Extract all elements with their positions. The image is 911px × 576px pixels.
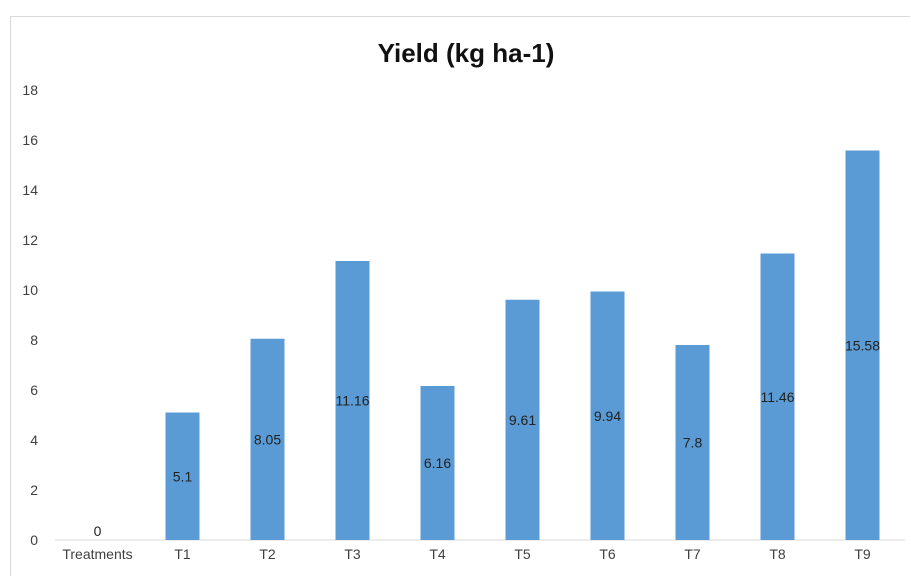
x-tick-label: T3	[344, 546, 361, 562]
data-label: 7.8	[683, 435, 703, 451]
bar	[165, 412, 200, 540]
data-label: 5.1	[173, 468, 193, 484]
x-axis: Treatments T1 T2 T3 T4 T5 T6 T7 T8 T9	[62, 546, 871, 562]
x-tick-label: T4	[429, 546, 446, 562]
data-label: 15.58	[845, 337, 880, 353]
x-tick-label: T6	[599, 546, 616, 562]
data-label: 11.46	[761, 389, 795, 405]
data-label: 9.61	[509, 412, 536, 428]
x-tick-label: T8	[769, 546, 786, 562]
x-tick-label: T7	[684, 546, 701, 562]
y-tick-label: 12	[22, 232, 38, 248]
y-tick-label: 6	[30, 382, 38, 398]
y-tick-label: 18	[22, 82, 38, 98]
data-label: 0	[94, 523, 102, 539]
y-tick-label: 10	[22, 282, 38, 298]
data-label: 6.16	[424, 455, 451, 471]
data-labels: 0 5.1 8.05 11.16 6.16 9.61 9.94 7.8 11.46 15.58	[94, 337, 881, 539]
y-tick-label: 14	[22, 182, 38, 198]
bar	[505, 299, 540, 540]
y-tick-label: 4	[30, 432, 38, 448]
x-tick-label: T5	[514, 546, 531, 562]
bar	[845, 150, 880, 540]
bar	[590, 291, 625, 540]
chart-title: Yield (kg ha-1)	[378, 38, 555, 68]
y-tick-label: 0	[30, 532, 38, 548]
data-label: 11.16	[336, 393, 370, 409]
bar	[335, 261, 370, 540]
chart-frame	[10, 16, 910, 576]
data-label: 8.05	[254, 431, 281, 447]
y-tick-label: 8	[30, 332, 38, 348]
bar	[420, 386, 455, 540]
bar	[760, 253, 795, 540]
y-axis: 0 2 4 6 8 10 12 14 16 18	[22, 82, 38, 548]
x-tick-label: T1	[174, 546, 191, 562]
x-tick-label: T2	[259, 546, 276, 562]
bars	[165, 150, 880, 540]
data-label: 9.94	[594, 408, 621, 424]
bar	[250, 338, 285, 540]
y-tick-label: 2	[30, 482, 38, 498]
x-tick-label: Treatments	[62, 546, 132, 562]
y-tick-label: 16	[22, 132, 38, 148]
x-tick-label: T9	[854, 546, 871, 562]
bar	[675, 345, 710, 540]
